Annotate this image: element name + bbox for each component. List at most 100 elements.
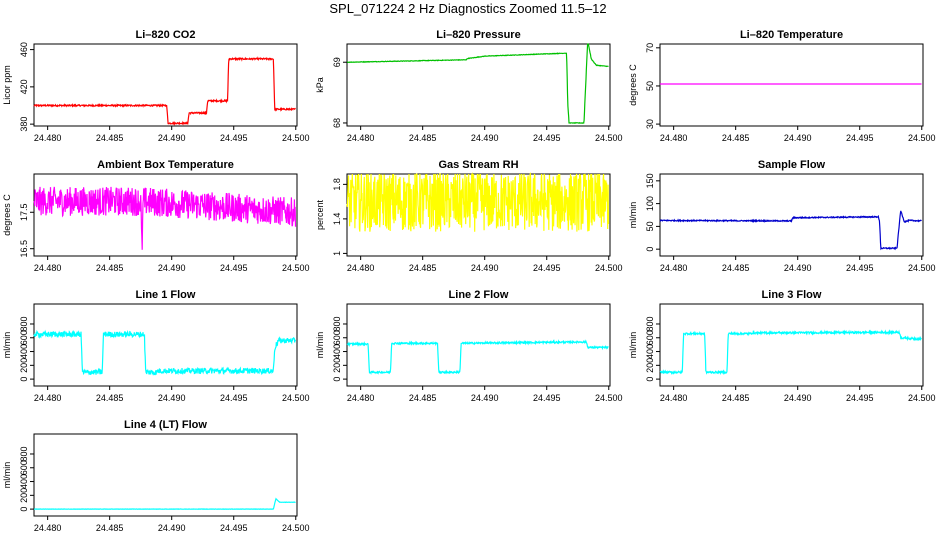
x-tick-label: 24.480 — [34, 523, 62, 533]
y-axis-label: percent — [315, 199, 325, 230]
x-tick-label: 24.500 — [595, 263, 623, 273]
y-tick-label: 100 — [645, 196, 655, 211]
plot-frame — [346, 43, 611, 127]
y-tick-label: 600 — [332, 330, 342, 345]
plot-frame — [33, 43, 298, 127]
y-tick-label: 150 — [645, 173, 655, 188]
series-line — [33, 329, 297, 376]
y-tick-label: 800 — [19, 446, 29, 461]
panel-title: Ambient Box Temperature — [97, 159, 234, 171]
x-tick-label: 24.495 — [846, 263, 874, 273]
plot-frame — [659, 173, 924, 257]
x-tick-label: 24.495 — [220, 133, 248, 143]
panel-title: Line 4 (LT) Flow — [124, 419, 207, 431]
panel-title: Li–820 CO2 — [136, 29, 196, 41]
x-tick-label: 24.480 — [347, 393, 375, 403]
x-tick-label: 24.495 — [846, 133, 874, 143]
x-tick-label: 24.490 — [784, 133, 812, 143]
x-tick-label: 24.490 — [158, 263, 186, 273]
x-tick-label: 24.485 — [96, 523, 124, 533]
plot-frame — [346, 173, 611, 257]
y-tick-label: 70 — [645, 43, 655, 53]
x-tick-label: 24.480 — [660, 133, 688, 143]
chart-panel: Line 4 (LT) Flow 24.480 24.485 24.490 24.495… — [2, 419, 310, 533]
y-tick-label: 200 — [332, 358, 342, 373]
x-tick-label: 24.485 — [409, 263, 437, 273]
y-tick-label: 0 — [645, 377, 655, 382]
x-tick-label: 24.495 — [533, 263, 561, 273]
x-tick-label: 24.495 — [220, 263, 248, 273]
x-tick-label: 24.500 — [282, 263, 310, 273]
y-tick-label: 200 — [19, 358, 29, 373]
series-line — [346, 43, 609, 125]
x-tick-label: 24.485 — [96, 393, 124, 403]
chart-panel: Li–820 Temperature 24.480 24.485 24.490 24.4… — [628, 29, 936, 143]
y-tick-label: 30 — [645, 119, 655, 129]
y-tick-label: 800 — [19, 316, 29, 331]
figure-title: SPL_071224 2 Hz Diagnostics Zoomed 11.5–… — [329, 1, 607, 16]
plot-frame — [659, 303, 924, 387]
y-tick-label: 69 — [332, 57, 342, 67]
chart-panel: Sample Flow 24.480 24.485 24.490 24.495 24.50… — [628, 159, 936, 273]
y-tick-label: 0 — [332, 377, 342, 382]
chart-panel: Li–820 Pressure 24.480 24.485 24.490 24.495 2… — [315, 29, 623, 143]
plot-frame — [659, 43, 924, 127]
x-tick-label: 24.485 — [96, 263, 124, 273]
plot-frame — [33, 433, 298, 517]
y-tick-label: 50 — [645, 81, 655, 91]
y-tick-label: 17.5 — [19, 204, 29, 222]
x-tick-label: 24.485 — [722, 263, 750, 273]
x-tick-label: 24.500 — [908, 263, 936, 273]
x-tick-label: 24.490 — [158, 523, 186, 533]
x-tick-label: 24.490 — [784, 393, 812, 403]
panel-title: Line 3 Flow — [762, 289, 822, 301]
y-tick-label: 600 — [645, 330, 655, 345]
y-axis-label: degrees C — [2, 194, 12, 236]
x-tick-label: 24.485 — [409, 393, 437, 403]
x-tick-label: 24.480 — [347, 133, 375, 143]
series-line — [33, 497, 296, 510]
panel-title: Li–820 Pressure — [436, 29, 520, 41]
y-tick-label: 600 — [19, 460, 29, 475]
x-tick-label: 24.495 — [220, 393, 248, 403]
chart-panel: Gas Stream RH 24.480 24.485 24.490 24.495 24.… — [315, 159, 623, 273]
chart-panel: Line 3 Flow 24.480 24.485 24.490 24.495 24.50… — [628, 289, 936, 403]
y-axis-label: kPa — [315, 77, 325, 93]
y-tick-label: 400 — [645, 344, 655, 359]
x-tick-label: 24.500 — [282, 523, 310, 533]
y-axis-label: ml/min — [2, 462, 12, 489]
y-tick-label: 400 — [19, 474, 29, 489]
x-tick-label: 24.495 — [220, 523, 248, 533]
series-line — [659, 329, 922, 376]
y-tick-label: 400 — [332, 344, 342, 359]
y-tick-label: 600 — [19, 330, 29, 345]
panel-title: Sample Flow — [758, 159, 826, 171]
y-axis-label: Licor ppm — [2, 65, 12, 105]
y-axis-label: ml/min — [628, 332, 638, 359]
x-tick-label: 24.480 — [660, 393, 688, 403]
y-tick-label: 0 — [19, 507, 29, 512]
plot-frame — [346, 303, 611, 387]
x-tick-label: 24.500 — [282, 133, 310, 143]
x-tick-label: 24.495 — [533, 133, 561, 143]
series-line — [659, 210, 922, 251]
plot-frame — [33, 173, 298, 257]
x-tick-label: 24.500 — [595, 133, 623, 143]
series-line — [346, 172, 610, 232]
panel-title: Gas Stream RH — [438, 159, 518, 171]
y-tick-label: 200 — [645, 358, 655, 373]
y-tick-label: 68 — [332, 118, 342, 128]
y-tick-label: 800 — [332, 316, 342, 331]
y-tick-label: 1 — [332, 251, 342, 256]
series-line — [33, 56, 296, 126]
y-axis-label: degrees C — [628, 64, 638, 106]
x-tick-label: 24.490 — [784, 263, 812, 273]
chart-panel: Line 1 Flow 24.480 24.485 24.490 24.495 24.50… — [2, 289, 310, 403]
x-tick-label: 24.480 — [660, 263, 688, 273]
y-tick-label: 800 — [645, 316, 655, 331]
series-line — [33, 186, 297, 250]
y-tick-label: 0 — [19, 377, 29, 382]
x-tick-label: 24.500 — [595, 393, 623, 403]
x-tick-label: 24.495 — [533, 393, 561, 403]
